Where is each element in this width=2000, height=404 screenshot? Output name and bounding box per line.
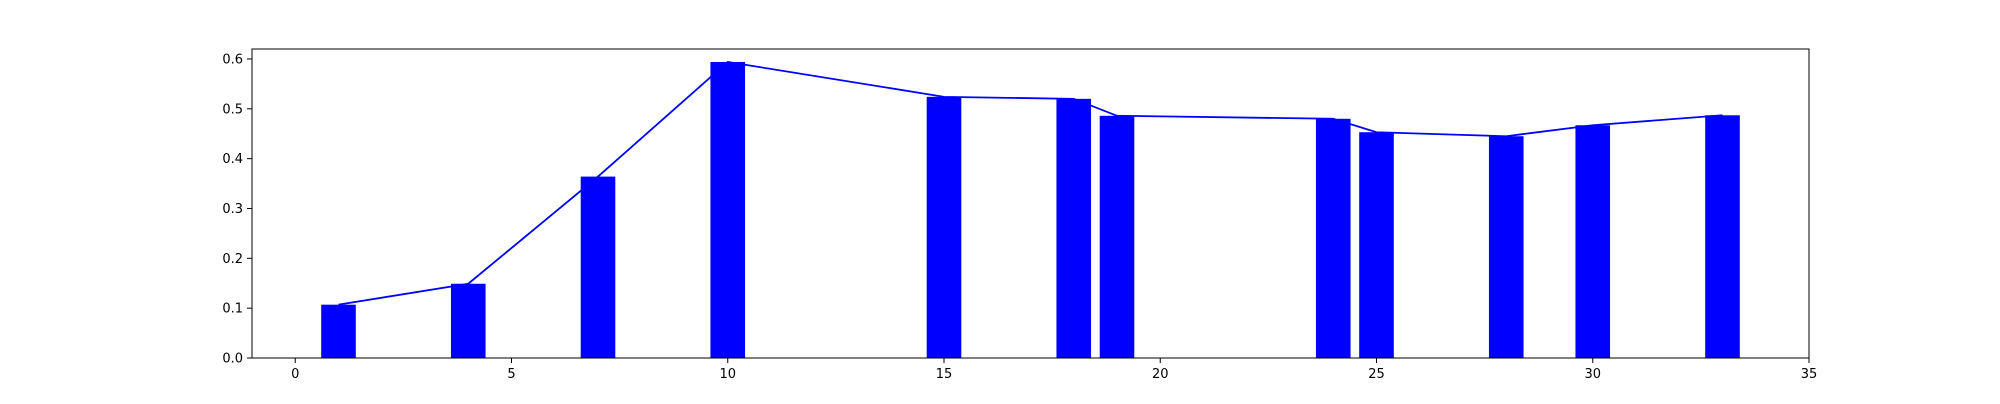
y-tick-label-1: 0.1 bbox=[222, 302, 243, 317]
y-tick-label-4: 0.4 bbox=[222, 152, 243, 167]
y-tick-label-0: 0.0 bbox=[222, 352, 243, 367]
bar-5 bbox=[1056, 98, 1092, 358]
bar-11 bbox=[1705, 115, 1740, 358]
y-tick-label-6: 0.6 bbox=[222, 52, 243, 67]
x-tick-label-5: 25 bbox=[1368, 367, 1385, 382]
bars-layer bbox=[321, 61, 1740, 359]
x-tick-label-4: 20 bbox=[1152, 367, 1169, 382]
bar-1 bbox=[450, 283, 486, 358]
bar-2 bbox=[580, 176, 616, 358]
x-tick-label-6: 30 bbox=[1584, 367, 1601, 382]
y-tick-label-2: 0.2 bbox=[222, 252, 243, 267]
bar-3 bbox=[710, 61, 746, 358]
x-tick-label-0: 0 bbox=[291, 367, 299, 382]
bar-0 bbox=[321, 304, 356, 358]
axes-layer: 0 5 10 15 20 25 30 35 0.0 0.1 0.2 0.3 0.4 0.5 0.6 bbox=[222, 48, 1818, 382]
bar-9 bbox=[1488, 136, 1524, 358]
x-tick-label-1: 5 bbox=[507, 367, 515, 382]
bar-7 bbox=[1315, 118, 1351, 358]
bar-4 bbox=[926, 96, 962, 359]
y-tick-label-5: 0.5 bbox=[222, 102, 243, 117]
series-line bbox=[338, 61, 1723, 306]
x-tick-label-2: 10 bbox=[719, 367, 736, 382]
x-tick-label-3: 15 bbox=[936, 367, 953, 382]
bar-10 bbox=[1575, 125, 1611, 358]
bar-8 bbox=[1359, 132, 1394, 358]
x-tick-label-7: 35 bbox=[1801, 367, 1818, 382]
plot-frame bbox=[251, 48, 1810, 359]
bar-6 bbox=[1099, 115, 1135, 358]
y-tick-label-3: 0.3 bbox=[222, 202, 243, 217]
line-layer bbox=[338, 61, 1723, 306]
